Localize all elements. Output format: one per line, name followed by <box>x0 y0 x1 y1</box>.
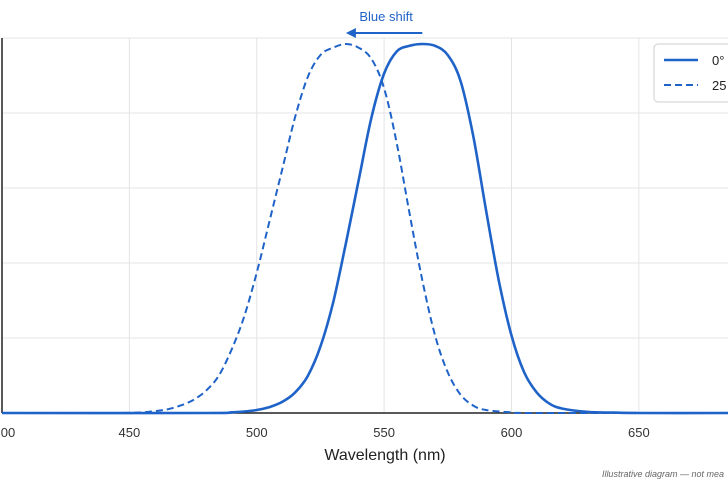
x-tick-label: 500 <box>246 425 268 440</box>
shift-arrow-head <box>345 28 356 38</box>
x-tick-label: 600 <box>501 425 523 440</box>
footer-note: Illustrative diagram — not mea <box>601 469 724 479</box>
series-line-dashed <box>1 43 728 415</box>
grid <box>1 37 728 414</box>
series-line-solid <box>1 42 728 415</box>
legend-label: 25 <box>712 78 726 93</box>
series-group <box>1 42 728 415</box>
x-tick-label: 00 <box>1 425 15 440</box>
legend-label: 0° <box>712 53 724 68</box>
blue-shift-annotation: Blue shift <box>345 9 423 38</box>
x-tick-label: 650 <box>628 425 650 440</box>
x-axis-title: Wavelength (nm) <box>324 447 445 464</box>
legend: 0° 25 <box>653 43 728 103</box>
legend-box <box>653 43 728 103</box>
x-tick-label: 450 <box>119 425 141 440</box>
x-tick-labels: 00 450 500 550 600 650 <box>1 425 650 440</box>
shift-label: Blue shift <box>359 9 413 24</box>
x-tick-label: 550 <box>373 425 395 440</box>
